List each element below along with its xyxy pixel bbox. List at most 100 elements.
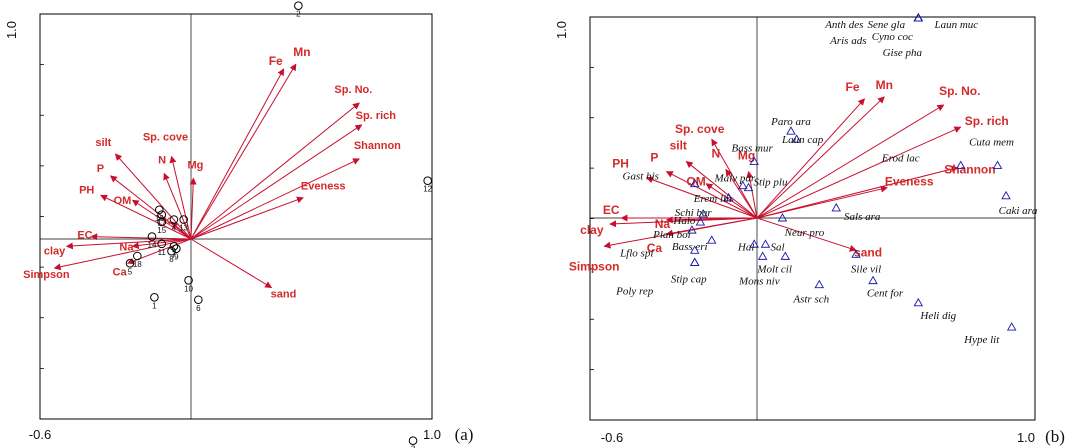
vector-simpson — [53, 238, 192, 271]
vector-k — [170, 221, 192, 240]
species-marker-erem-lin — [723, 192, 734, 202]
vector-label-ph: PH — [612, 157, 629, 171]
vector-label-om: OM — [114, 195, 132, 207]
site-label-7: 7 — [172, 250, 177, 259]
vector-label-k: K — [164, 216, 171, 226]
species-label-stip-plu: Stip plu — [754, 177, 788, 189]
site-marker-16 — [154, 205, 164, 215]
species-marker-hal — [749, 239, 759, 248]
species-marker-bass-mur — [749, 156, 759, 165]
vector-shannon — [190, 158, 360, 240]
vector-label-mn: Mn — [876, 78, 893, 92]
vector-na — [131, 238, 192, 249]
species-marker-mons-niv — [780, 251, 791, 260]
species-label-cuta-mem: Cuta mem — [969, 136, 1014, 148]
species-label-schi-bar: Schi bar — [675, 207, 713, 219]
species-label-paro-ara: Paro ara — [770, 116, 811, 128]
vector-label-ca: Ca — [113, 266, 128, 278]
site-marker-8 — [167, 246, 176, 256]
panel-a: -0.6 1.0 1.0 (a) Fe Mn Sp. No. Sp. rich Shan… — [4, 1, 474, 448]
species-label-plan-boi: Plan boi — [652, 229, 691, 241]
species-marker-schi-bar — [698, 209, 709, 218]
vector-label-p: P — [97, 163, 104, 175]
vector-shannon — [756, 165, 959, 219]
site-marker-6 — [194, 295, 203, 305]
species-marker-cuta-mem — [992, 160, 1003, 169]
species-marker-cent-for — [868, 275, 878, 285]
panel-a-label: (a) — [455, 425, 474, 444]
species-label-heli-dig: Heli dig — [919, 310, 956, 322]
vector-label-sp-cove: Sp. cove — [675, 122, 725, 136]
species-marker-paro-ara — [786, 126, 796, 135]
species-marker-malv-par — [738, 180, 748, 190]
vector-label-sp-no: Sp. No. — [939, 84, 980, 98]
vector-mn — [190, 63, 297, 240]
vector-ph — [100, 194, 192, 240]
vector-label-silt: silt — [95, 137, 111, 149]
species-label-molt-cil: Molt cil — [756, 263, 792, 275]
species-marker-caki-ara — [1001, 190, 1011, 200]
vector-label-sand: sand — [271, 289, 297, 301]
species-marker-sals-ara — [831, 202, 842, 212]
panel-a-vectors: Fe Mn Sp. No. Sp. rich Shannon Eveness sand Sp.… — [23, 45, 401, 301]
vector-label-shannon: Shannon — [944, 163, 995, 177]
vector-label-fe: Fe — [846, 80, 860, 94]
species-label-sene-gla: Sene gla — [868, 19, 906, 31]
site-label-13: 13 — [179, 224, 188, 233]
species-label-hype-lit: Hype lit — [963, 334, 1000, 346]
site-marker-7 — [169, 241, 179, 251]
species-label-erod-lac: Erod lac — [881, 152, 920, 164]
vector-label-silt: silt — [670, 138, 687, 152]
site-label-4: 4 — [172, 224, 177, 233]
vector-label-shannon: Shannon — [354, 140, 401, 152]
panel-b-yticks — [590, 16, 594, 421]
panel-b-vectors: Fe Mn Sp. No. Sp. rich Shannon Eveness sand Sp.… — [569, 78, 1009, 273]
site-label-12: 12 — [423, 185, 432, 194]
species-marker-astr-sch — [814, 279, 825, 289]
species-label-hal: Hal — [737, 241, 755, 253]
vector-sp-no — [756, 104, 945, 219]
site-marker-11 — [157, 239, 167, 249]
vector-silt — [685, 161, 758, 219]
vector-label-mg: Mg — [187, 159, 203, 171]
site-label-5: 5 — [128, 267, 133, 276]
vector-mg — [189, 177, 197, 240]
site-label-6: 6 — [196, 304, 201, 313]
panel-a-yticks — [40, 13, 44, 420]
vector-n — [163, 172, 192, 240]
species-label-laun-cap: Laun cap — [781, 134, 824, 146]
site-marker-5 — [125, 259, 135, 268]
species-marker-poly-rep — [689, 257, 700, 266]
species-label-anth-des: Anth des — [824, 19, 863, 31]
species-label-gise-pha: Gise pha — [883, 47, 923, 59]
site-label-17: 17 — [157, 219, 166, 228]
species-marker-sile-vil — [851, 249, 861, 258]
site-label-2: 2 — [296, 10, 301, 19]
species-marker-sene-gla — [913, 13, 924, 22]
vector-label-fe: Fe — [269, 54, 283, 68]
vector-clay — [65, 238, 192, 250]
site-marker-12 — [423, 176, 432, 185]
species-marker-gast-his — [689, 178, 700, 188]
species-marker-hype-lit — [1006, 322, 1017, 331]
vector-sp-rich — [190, 124, 363, 240]
species-marker-stip-plu — [743, 182, 754, 192]
species-marker-plan-boi — [687, 225, 697, 234]
species-label-gast-his: Gast his — [623, 171, 659, 183]
vector-label-clay: clay — [580, 223, 604, 237]
species-marker-heli-dig — [913, 297, 924, 307]
species-label-neur-pro: Neur pro — [784, 227, 825, 239]
species-marker-lflo-spi — [689, 245, 700, 254]
vector-label-ca: Ca — [647, 241, 663, 255]
species-label-cent-for: Cent for — [867, 288, 904, 300]
vector-label-na: Na — [119, 241, 134, 253]
panel-b-y-max-label: 1.0 — [554, 21, 569, 39]
species-label-caki-ara: Caki ara — [999, 205, 1038, 217]
site-label-8: 8 — [169, 255, 174, 264]
site-label-3: 3 — [411, 445, 416, 448]
site-label-15: 15 — [157, 226, 166, 235]
panel-a-frame — [39, 13, 433, 420]
species-marker-molt-cil — [757, 251, 768, 260]
vector-clay — [609, 217, 758, 228]
vector-eveness — [756, 185, 888, 219]
